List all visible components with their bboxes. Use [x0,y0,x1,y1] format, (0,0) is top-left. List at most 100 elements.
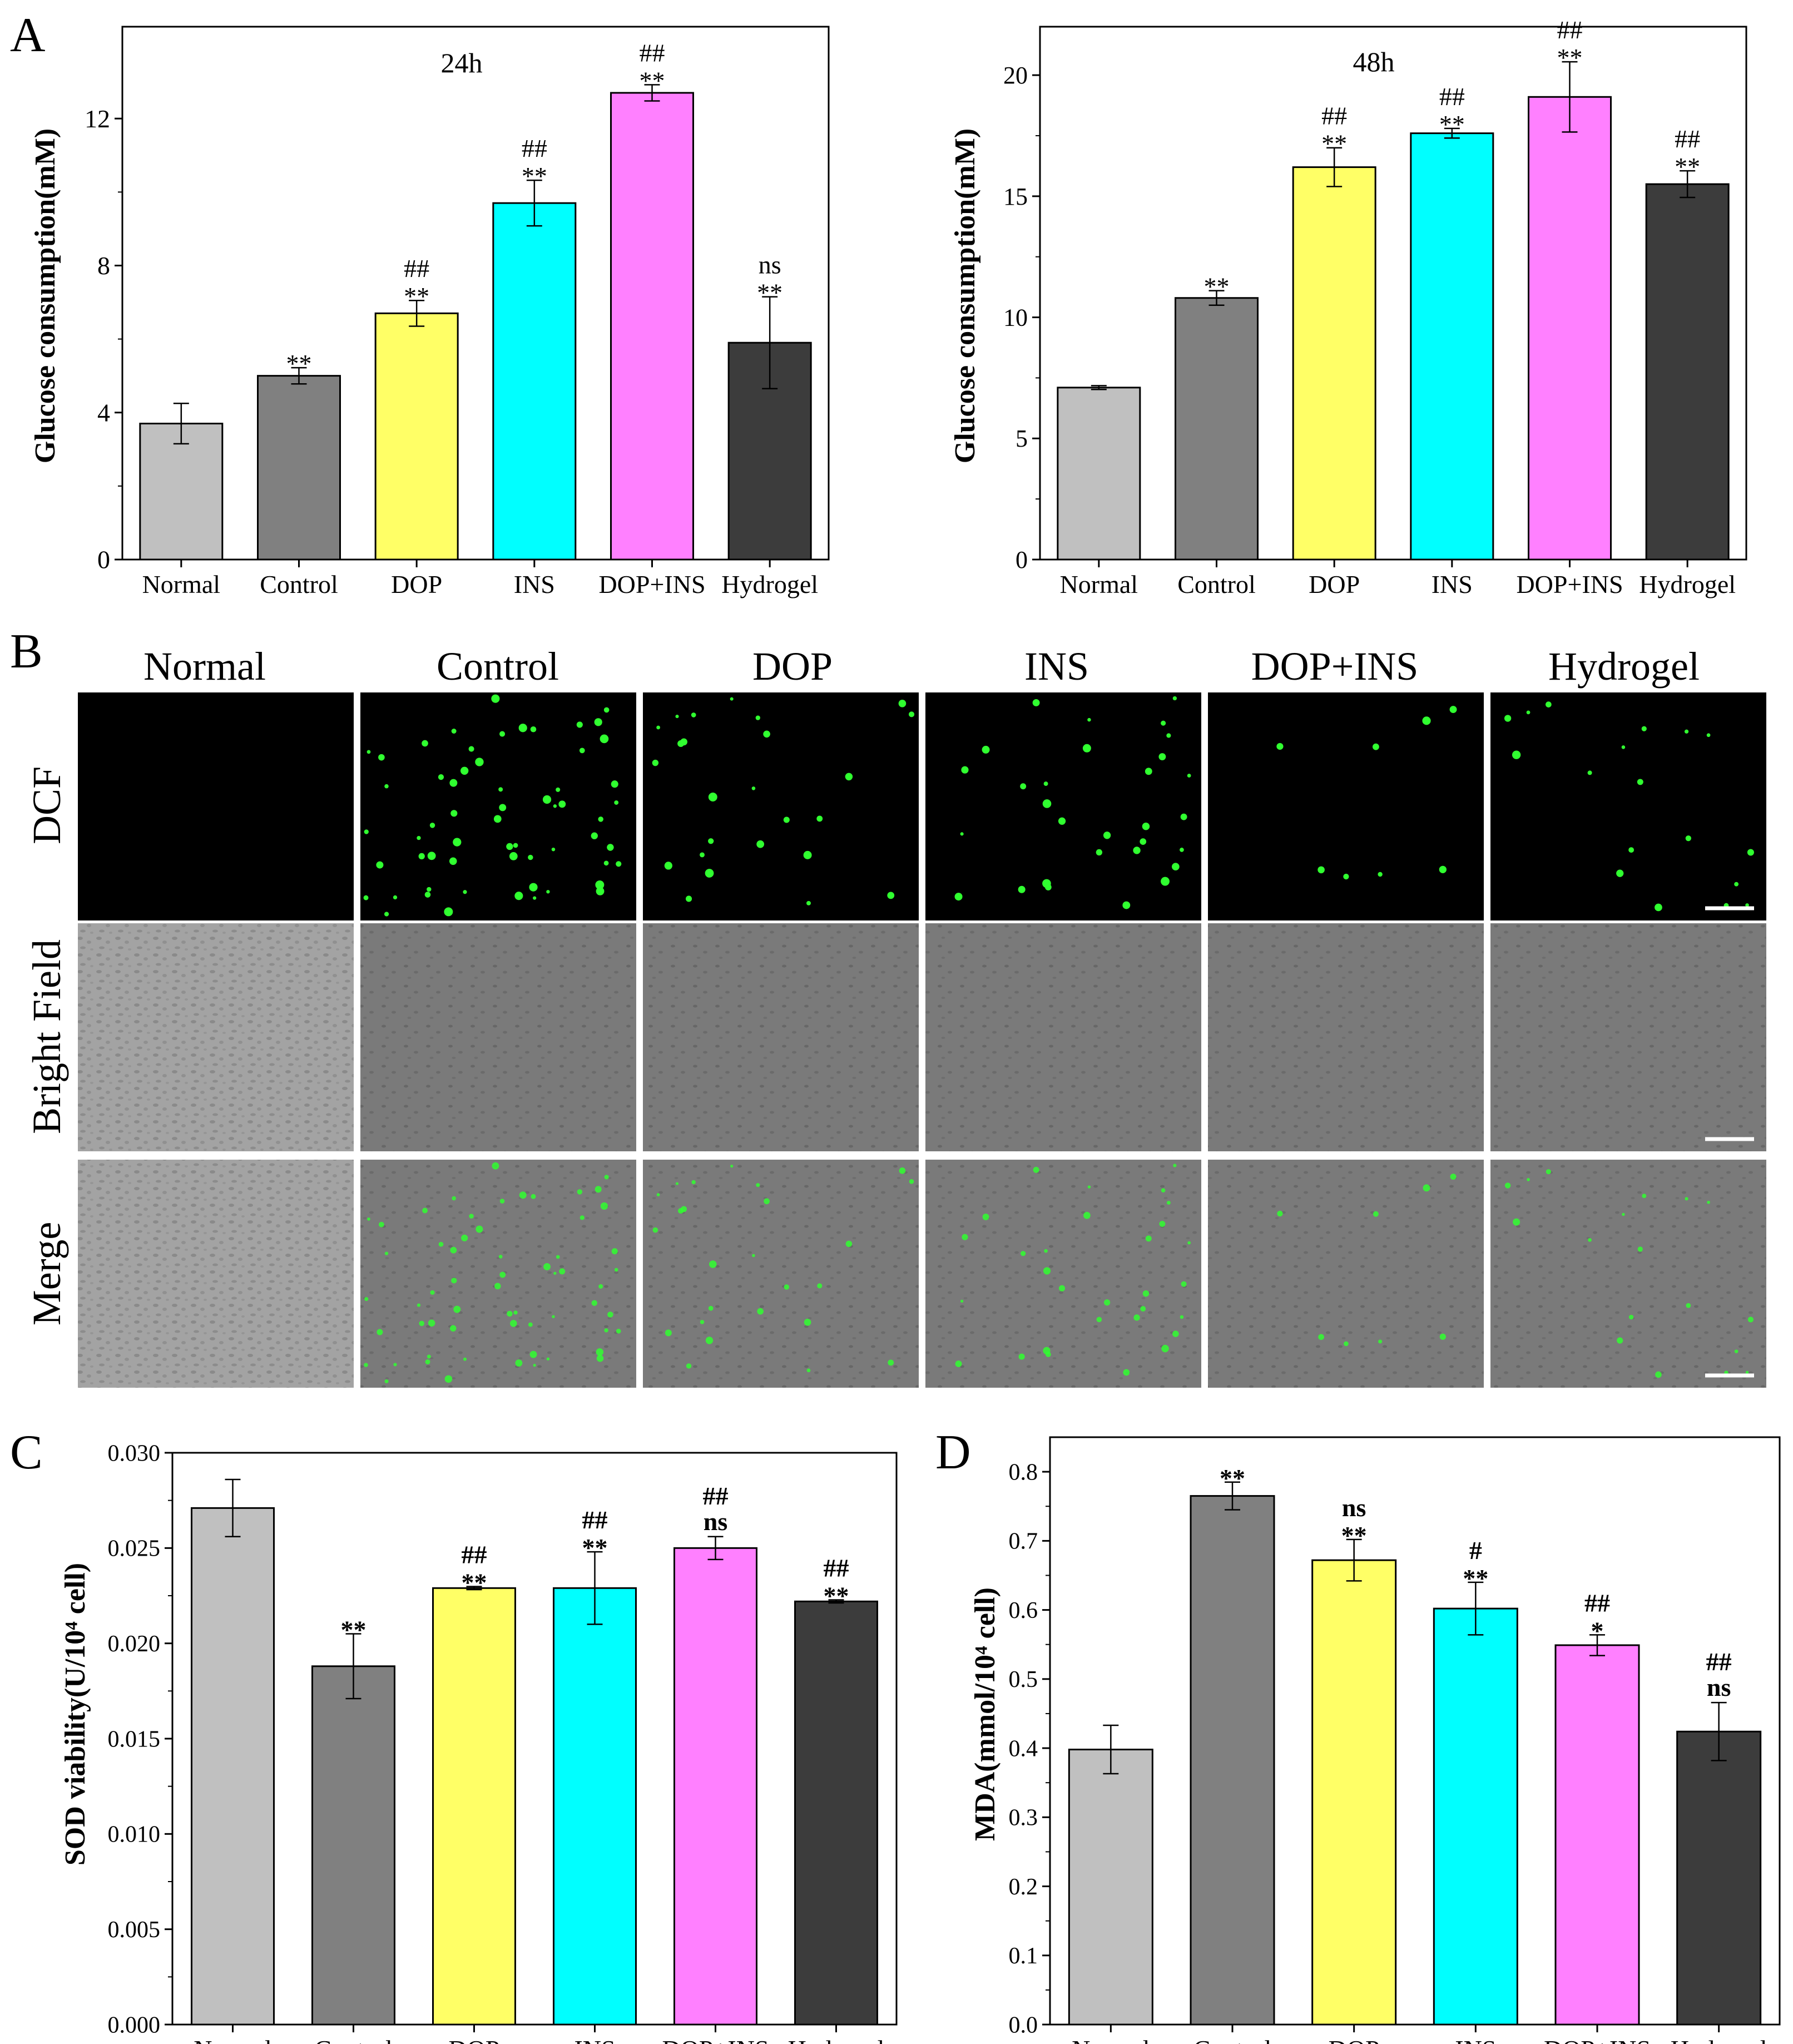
chart-mda-significance-mark: ** [1220,1464,1245,1492]
fluorescent-cell [384,784,389,789]
chart-mda-significance-mark: ns [1342,1493,1366,1522]
chart-mda: MDA(mmol/10⁴ cell) [969,1587,1001,1841]
fluorescent-cell [1685,835,1692,842]
fluorescent-cell [376,861,384,869]
fluorescent-cell [419,1320,425,1327]
fluorescent-cell [579,748,585,754]
fluorescent-cell [607,1311,613,1318]
fluorescent-cell [686,895,692,902]
fluorescent-cell [506,843,513,850]
fluorescent-cell [1166,733,1171,738]
chart-48h-ytick-label: 10 [1003,304,1028,331]
fluorescent-cell [451,1278,457,1284]
micro-bright-field-hydrogel [1490,923,1766,1151]
fluorescent-cell [806,1368,811,1373]
fluorescent-cell [764,1198,770,1205]
fluorescent-cell [1123,1369,1130,1376]
fluorescent-cell [1343,873,1349,880]
fluorescent-cell [576,721,583,728]
fluorescent-cell [364,1297,369,1301]
chart-sod-ytick-label: 0.020 [108,1631,161,1657]
chart-mda-category-label: DOP+INS [1544,2035,1651,2044]
chart-sod-significance-mark: ** [341,1616,366,1644]
chart-24h-bar-dop-ins [610,92,694,561]
fluorescent-cell [700,1320,705,1324]
col-header-normal: Normal [143,644,266,689]
chart-24h-ytick-label: 4 [97,398,110,427]
fluorescent-cell [675,715,679,719]
chart-24h-category-label: Normal [142,570,221,598]
chart-mda-ytick-label: 0.2 [1009,1874,1038,1900]
fluorescent-cell [1096,849,1103,856]
fluorescent-cell [1422,716,1431,725]
fluorescent-cell [507,1310,513,1317]
fluorescent-cell [463,890,467,894]
fluorescent-cell [1187,1241,1191,1245]
fluorescent-cell [427,887,432,892]
chart-sod-category-label: INS [574,2035,615,2044]
chart-24h-ytick-label: 8 [97,251,110,280]
fluorescent-cell [596,887,605,895]
fluorescent-cell [1045,1352,1051,1358]
fluorescent-cell [1122,901,1131,909]
chart-sod-significance-mark: ## [462,1541,487,1569]
chart-48h: 48h Glucose consumption(mM) [949,46,1395,463]
fluorescent-cell [1449,706,1457,714]
fluorescent-cell [898,700,907,707]
fluorescent-cell [468,746,474,752]
chart-48h-title: 48h [1353,46,1395,77]
fluorescent-cell [363,895,369,900]
fluorescent-cell [1142,822,1150,830]
fluorescent-cell [1021,1251,1026,1256]
fluorescent-cell [763,730,770,738]
fluorescent-cell [493,815,502,823]
fluorescent-cell [515,1359,523,1367]
micro-dcf-control [360,692,636,920]
chart-sod-category-label: Control [314,2035,393,2044]
chart-mda-significance-mark: ** [1463,1564,1488,1592]
fluorescent-cell [469,1214,474,1219]
fluorescent-cell [1546,1169,1551,1175]
fluorescent-cell [1504,715,1512,722]
chart-mda-ytick-label: 0.6 [1009,1598,1038,1624]
fluorescent-cell [1655,903,1662,912]
fluorescent-cell [1096,1317,1102,1323]
fluorescent-cell [1628,847,1634,853]
chart-48h-significance-mark: ** [1204,273,1230,301]
fluorescent-cell [1527,1177,1530,1181]
chart-sod-frame [171,1452,898,2026]
col-header-ins: INS [1024,644,1089,689]
fluorescent-cell [444,1375,453,1383]
fluorescent-cell [556,1255,560,1259]
fluorescent-cell [1616,869,1624,877]
fluorescent-cell [1159,1221,1166,1227]
fluorescent-cell [756,1183,760,1187]
chart-sod-bar-hydrogel [794,1600,878,2026]
fluorescent-cell [1685,1197,1688,1201]
fluorescent-cell [603,707,610,713]
fluorescent-cell [595,880,605,889]
chart-48h-category-label: DOP+INS [1516,570,1623,598]
fluorescent-cell [1378,1339,1383,1344]
chart-48h-significance-mark: ** [1321,130,1347,158]
fluorescent-cell [1181,1281,1187,1287]
micro-dcf-hydrogel [1490,692,1766,920]
fluorescent-cell [429,823,435,828]
fluorescent-cell [962,1234,968,1240]
fluorescent-cell [453,838,462,847]
chart-24h-ytick-label: 12 [85,105,110,133]
fluorescent-cell [1423,1184,1430,1192]
fluorescent-cell [611,780,618,788]
panel-letter-b: B [10,625,43,679]
chart-sod-ytick-label: 0.015 [108,1726,161,1752]
fluorescent-cell [438,774,444,780]
fluorescent-cell [982,745,990,754]
chart-24h-bar-ins [492,202,577,561]
chart-mda-ytick-label: 0.1 [1009,1943,1038,1969]
fluorescent-cell [709,1260,717,1268]
fluorescent-cell [449,1325,457,1332]
chart-sod-category-label: DOP+INS [662,2035,769,2044]
fluorescent-cell [1044,1249,1048,1253]
fluorescent-cell [444,907,453,917]
